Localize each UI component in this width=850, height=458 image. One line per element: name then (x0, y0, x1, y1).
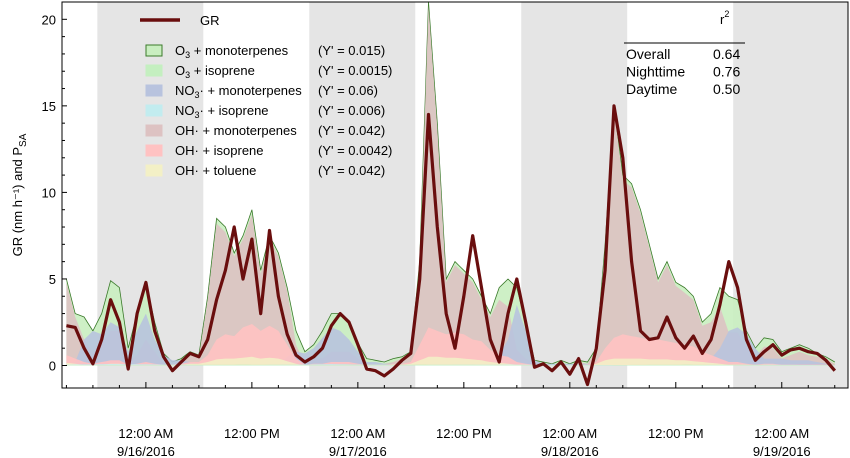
legend-label-o-monoterpenes: O3 + monoterpenes (175, 43, 289, 60)
x-tick-label-4: 12:00 PM (436, 426, 492, 441)
y-axis-label-subscript: SA (18, 133, 29, 147)
y-tick-label-5: 5 (49, 272, 56, 287)
legend-yield-oh-toluene: (Y' = 0.042) (318, 163, 385, 178)
r2-row-value-3: 0.50 (713, 81, 740, 97)
y-tick-label-10: 10 (42, 185, 56, 200)
legend-swatch-o-isoprene (145, 64, 163, 77)
r2-row-label-3: Daytime (626, 81, 678, 97)
r2-row-label-1: Overall (626, 46, 670, 62)
x-tick-date-1: 9/16/2016 (117, 444, 175, 458)
legend-label-o-isoprene: O3 + isoprene (175, 63, 255, 80)
legend-swatch-oh-toluene (145, 164, 163, 177)
y-tick-label-15: 15 (42, 99, 56, 114)
x-tick-label-2: 12:00 PM (224, 426, 280, 441)
y-tick-label-20: 20 (42, 12, 56, 27)
y-axis-label: GR (nm h⁻¹) and PSA (10, 133, 29, 256)
legend-swatch-oh-isoprene (145, 144, 163, 157)
r2-row-label-2: Nighttime (626, 64, 685, 80)
legend-label-oh-isoprene: OH· + isoprene (175, 143, 264, 158)
y-axis: 0 5 10 15 20 GR (nm h⁻¹) and PSA (10, 12, 67, 373)
r2-header: r2 (720, 9, 729, 27)
legend-swatch-no-isoprene (145, 104, 163, 117)
area-o-isoprene (66, 364, 835, 366)
gr-line (66, 104, 837, 387)
x-tick-label-1: 12:00 AM (118, 426, 173, 441)
night-band-4 (733, 2, 848, 388)
x-tick-date-5: 9/18/2016 (541, 444, 599, 458)
legend-yield-oh-monoterpenes: (Y' = 0.042) (318, 123, 385, 138)
x-axis: 12:00 AM 9/16/2016 12:00 PM 12:00 AM 9/17/20… (65, 382, 836, 458)
legend-yield-oh-isoprene: (Y' = 0.0042) (318, 143, 392, 158)
x-tick-date-3: 9/17/2016 (329, 444, 387, 458)
x-tick-label-3: 12:00 AM (330, 426, 385, 441)
r2-row-value-1: 0.64 (713, 46, 740, 62)
legend: GR O3 + monoterpenes (Y' = 0.015) O3 + isop… (140, 13, 392, 178)
r2-row-value-2: 0.76 (713, 64, 740, 80)
legend-label-oh-monoterpenes: OH· + monoterpenes (175, 123, 297, 138)
legend-label-oh-toluene: OH· + toluene (175, 163, 256, 178)
x-tick-date-7: 9/19/2016 (753, 444, 811, 458)
plot-frame (61, 1, 849, 389)
y-tick-label-0: 0 (49, 358, 56, 373)
r2-table: r2 Overall 0.64 Nighttime 0.76 Daytime 0.50 (624, 9, 745, 97)
legend-swatch-o-monoterpenes (145, 44, 163, 57)
x-tick-label-7: 12:00 AM (754, 426, 809, 441)
legend-swatch-oh-monoterpenes (145, 124, 163, 137)
legend-yield-o-isoprene: (Y' = 0.0015) (318, 63, 392, 78)
area-oh-monoterpenes (66, 5, 835, 366)
legend-label-no-isoprene: NO3· + isoprene (175, 103, 269, 120)
x-tick-label-6: 12:00 PM (648, 426, 704, 441)
legend-swatch-no-monoterpenes (145, 84, 163, 97)
legend-yield-o-monoterpenes: (Y' = 0.015) (318, 43, 385, 58)
legend-yield-no-monoterpenes: (Y' = 0.06) (318, 83, 378, 98)
gr-series (66, 104, 837, 387)
area-oh-isoprene (66, 324, 835, 366)
legend-yield-no-isoprene: (Y' = 0.006) (318, 103, 385, 118)
x-tick-label-5: 12:00 AM (542, 426, 597, 441)
area-oh-toluene (66, 356, 835, 366)
legend-label-no-monoterpenes: NO3· + monoterpenes (175, 83, 302, 100)
legend-gr-label: GR (200, 13, 220, 28)
